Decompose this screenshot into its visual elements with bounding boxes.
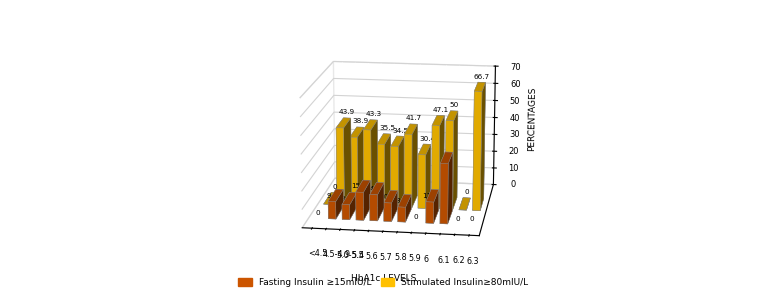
Legend: Fasting Insulin ≥15mIU/L, Stimulated Insulin≥80mIU/L: Fasting Insulin ≥15mIU/L, Stimulated Ins… bbox=[235, 274, 532, 291]
Text: HbA1c LEVELS: HbA1c LEVELS bbox=[351, 274, 416, 283]
